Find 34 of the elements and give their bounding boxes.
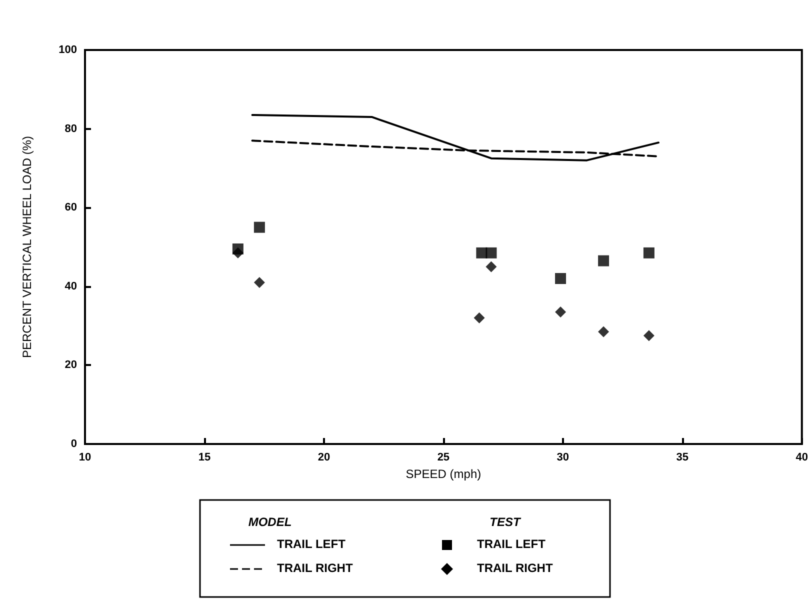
x-tick-label: 10 xyxy=(78,452,92,464)
y-axis-title: PERCENT VERTICAL WHEEL LOAD (%) xyxy=(20,136,34,358)
point xyxy=(254,222,265,233)
point xyxy=(598,255,610,266)
point xyxy=(486,247,497,258)
y-tick-label: 20 xyxy=(64,359,77,372)
text: MODEL xyxy=(248,515,292,529)
legend-label: TRAIL RIGHT xyxy=(277,561,354,575)
y-tick-label: 80 xyxy=(64,122,77,135)
point xyxy=(474,312,485,324)
legend-label: TRAIL RIGHT xyxy=(477,561,554,575)
legend-label: TRAIL LEFT xyxy=(477,537,546,551)
point xyxy=(555,306,566,318)
point xyxy=(643,247,654,258)
x-tick-label: 15 xyxy=(198,452,211,464)
x-tick-label: 40 xyxy=(796,452,808,464)
point xyxy=(232,247,244,258)
line-series xyxy=(251,114,660,162)
y-tick-label: 40 xyxy=(64,280,77,292)
x-tick-label: 35 xyxy=(676,452,689,464)
y-tick-label: 100 xyxy=(58,44,77,56)
point xyxy=(643,330,654,342)
point xyxy=(555,273,566,284)
x-axis-title: SPEED (mph) xyxy=(406,467,482,481)
x-tick-label: 30 xyxy=(556,452,570,464)
point xyxy=(598,326,610,338)
y-tick-label: 60 xyxy=(64,202,77,214)
x-tick-label: 20 xyxy=(318,452,330,464)
point xyxy=(254,276,265,288)
text: TEST xyxy=(490,515,522,529)
x-tick-label: 25 xyxy=(437,452,450,464)
legend-label: TRAIL LEFT xyxy=(277,537,346,551)
y-tick-label: 0 xyxy=(70,438,77,450)
point xyxy=(486,261,497,272)
